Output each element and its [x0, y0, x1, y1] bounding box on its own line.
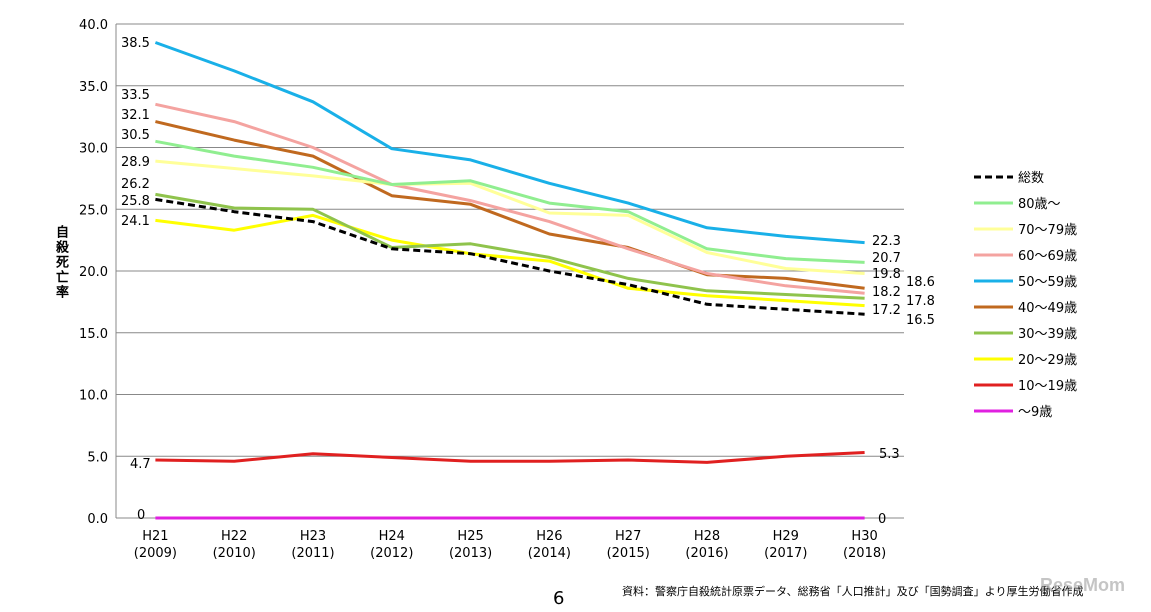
x-tick-sublabel: (2013): [449, 546, 492, 561]
y-tick-label: 40.0: [79, 18, 108, 33]
legend-label: 70～79歳: [1018, 223, 1077, 238]
legend-label: ～9歳: [1018, 405, 1052, 420]
legend-label: 10～19歳: [1018, 379, 1077, 394]
data-label-start: 33.5: [121, 88, 150, 103]
data-label-end: 0: [878, 512, 886, 527]
x-tick-label: H30: [851, 529, 877, 544]
data-label-end: 18.2: [872, 285, 901, 300]
legend-label: 40～49歳: [1018, 301, 1077, 316]
x-tick-label: H21: [142, 529, 168, 544]
y-tick-label: 20.0: [79, 265, 108, 280]
x-tick-label: H25: [457, 529, 483, 544]
legend-label: 80歳～: [1018, 197, 1061, 212]
data-label-end: 18.6: [906, 275, 935, 290]
data-label-start: 24.1: [121, 214, 150, 229]
legend: 総数 80歳～ 70～79歳 60～69歳 50～59歳 40～49歳 30～39歳 20～2…: [974, 171, 1077, 420]
data-label-start: 28.9: [121, 155, 150, 170]
x-tick-label: H26: [536, 529, 562, 544]
x-tick-sublabel: (2017): [764, 546, 807, 561]
series-line: [155, 120, 865, 290]
data-label-end: 16.5: [906, 313, 935, 328]
data-label-start: 4.7: [130, 457, 151, 472]
data-label-start: 30.5: [121, 128, 150, 143]
data-label-start: 38.5: [121, 36, 150, 51]
x-tick-sublabel: (2011): [291, 546, 334, 561]
x-tick-sublabel: (2010): [213, 546, 256, 561]
y-tick-label: 10.0: [79, 389, 108, 404]
x-tick-sublabel: (2015): [607, 546, 650, 561]
x-tick-label: H28: [694, 529, 720, 544]
series-line: [155, 102, 865, 295]
y-axis-ticks: 0.0 5.0 10.0 15.0 20.0 25.0 30.0 35.0 40.0: [79, 18, 108, 527]
y-tick-label: 0.0: [87, 512, 108, 527]
x-tick-sublabel: (2014): [528, 546, 571, 561]
x-tick-sublabel: (2016): [685, 546, 728, 561]
x-tick-label: H23: [300, 529, 326, 544]
legend-label: 総数: [1018, 171, 1044, 186]
data-label-end: 17.2: [872, 303, 901, 318]
legend-label: 60～69歳: [1018, 249, 1077, 264]
x-tick-sublabel: (2012): [370, 546, 413, 561]
x-tick-label: H24: [379, 529, 405, 544]
data-label-end: 22.3: [872, 234, 901, 249]
series-line: [155, 213, 865, 308]
y-tick-label: 5.0: [87, 450, 108, 465]
data-label-end: 19.8: [872, 267, 901, 282]
legend-label: 20～29歳: [1018, 353, 1077, 368]
x-tick-sublabel: (2018): [843, 546, 886, 561]
source-note: 資料：警察庁自殺統計原票データ、総務省「人口推計」及び「国勢調査」より厚生労働省…: [622, 585, 1084, 598]
data-label-end: 20.7: [872, 251, 901, 266]
gridlines: [116, 23, 904, 519]
x-tick-label: H22: [221, 529, 247, 544]
x-tick-sublabel: (2009): [134, 546, 177, 561]
data-labels: 25.8 16.5 30.5 20.7 28.9 19.8 33.5 18.2 38.5 22.3…: [121, 36, 935, 527]
y-tick-label: 35.0: [79, 80, 108, 95]
series-line: [154, 41, 865, 245]
y-tick-label: 30.0: [79, 142, 108, 157]
y-tick-label: 25.0: [79, 203, 108, 218]
legend-label: 30～39歳: [1018, 327, 1077, 342]
y-axis-label: 自殺死亡率: [53, 225, 68, 300]
x-tick-label: H29: [773, 529, 799, 544]
legend-label: 50～59歳: [1018, 275, 1077, 290]
data-label-start: 0: [137, 508, 145, 523]
data-label-start: 32.1: [121, 108, 150, 123]
series-lines: [154, 41, 865, 520]
x-axis-ticks: H21 (2009) H22 (2010) H23 (2011) H24 (2012) H25 (…: [134, 529, 886, 561]
y-tick-label: 15.0: [79, 327, 108, 342]
watermark-logo: ReseMom: [1040, 575, 1126, 595]
x-tick-label: H27: [615, 529, 641, 544]
data-label-end: 17.8: [906, 294, 935, 309]
data-label-start: 26.2: [121, 177, 150, 192]
data-label-start: 25.8: [121, 194, 150, 209]
series-line: [155, 451, 865, 464]
series-line: [155, 139, 865, 264]
series-line: [155, 159, 865, 275]
page-number: 6: [553, 588, 565, 609]
series-line: [155, 192, 865, 300]
data-label-end: 5.3: [879, 447, 900, 462]
